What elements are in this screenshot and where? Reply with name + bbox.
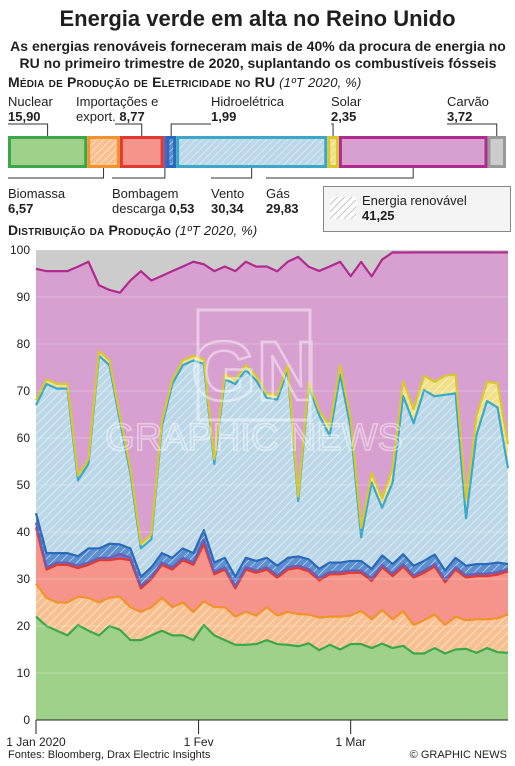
y-tick-label: 10	[17, 666, 31, 680]
label-coal: Carvão 3,72	[447, 94, 489, 124]
label-nuclear: Nuclear 15,90	[8, 94, 53, 124]
section-mix-title: Média de Produção de Eletricidade no RU	[8, 74, 276, 90]
label-biomass: Biomassa 6,57	[8, 186, 66, 216]
svg-text:GRAPHIC NEWS: GRAPHIC NEWS	[105, 417, 403, 459]
mix-segment-bombagem-descarga	[163, 136, 168, 168]
label-hydro: Hidroelétrica 1,99	[211, 94, 284, 124]
mix-segment-vento	[176, 136, 328, 168]
y-tick-label: 20	[17, 619, 31, 633]
y-tick-label: 50	[17, 478, 31, 492]
source-note: Fontes: Bloomberg, Drax Electric Insight…	[8, 749, 211, 761]
mix-segment-gas	[338, 136, 488, 168]
x-tick-label: 1 Jan 2020	[6, 735, 66, 748]
production-chart: 0 10 20 30 40 50 60 70 80 90 100 1 Jan 2020 1 Fev 1 M…	[6, 243, 510, 748]
leader-bombagem-descarga	[112, 168, 166, 179]
y-tick-label: 30	[17, 572, 31, 586]
leader-importacoes-e-export	[115, 123, 143, 136]
leader-nuclear	[8, 123, 49, 136]
label-solar: Solar 2,35	[331, 94, 362, 124]
section-dist-heading: Distribuição da Produção (1ºT 2020, %)	[8, 222, 257, 238]
leader-gas	[266, 168, 414, 179]
leader-vento	[211, 168, 253, 179]
leader-carvao	[447, 123, 498, 136]
mix-segment-solar	[327, 136, 339, 168]
line-nuclear	[35, 615, 509, 655]
leader-solar	[331, 123, 334, 136]
section-mix-heading: Média de Produção de Eletricidade no RU …	[8, 74, 362, 90]
y-tick-label: 90	[17, 290, 31, 304]
x-tick-label: 1 Fev	[184, 735, 214, 748]
chart-subtitle: As energias renováveis forneceram mais d…	[10, 38, 506, 71]
y-tick-label: 100	[10, 243, 30, 257]
area-carvao	[36, 250, 508, 293]
area-biomassa	[36, 583, 508, 654]
label-imports: Importações e export. 8,77	[76, 94, 159, 124]
section-dist-period: (1ºT 2020, %)	[174, 223, 258, 238]
mix-bar	[8, 136, 506, 168]
y-tick-label: 40	[17, 525, 31, 539]
y-tick-label: 60	[17, 431, 31, 445]
mix-segment-nuclear	[8, 136, 88, 168]
label-wind: Vento 30,34	[211, 186, 245, 216]
leader-biomassa	[8, 168, 105, 179]
svg-text:GN: GN	[191, 324, 317, 418]
renewable-hatch-icon	[330, 197, 356, 219]
mix-segment-biomassa	[87, 136, 120, 168]
line-hidroeletrica	[34, 512, 509, 578]
label-gas: Gás 29,83	[266, 186, 299, 216]
area-nuclear	[36, 616, 508, 720]
y-tick-label: 80	[17, 337, 31, 351]
y-tick-label: 70	[17, 384, 31, 398]
mix-segment-importacoes-e-export	[119, 136, 164, 168]
line-gas	[35, 251, 509, 294]
y-tick-label: 0	[23, 713, 30, 727]
renewable-legend: Energia renovável 41,25	[323, 186, 511, 232]
line-solar	[35, 349, 510, 545]
label-pumped: Bombagem descarga 0,53	[112, 186, 195, 216]
credit: © GRAPHIC NEWS	[409, 749, 507, 761]
section-dist-title: Distribuição da Produção	[8, 222, 172, 238]
chart-title: Energia verde em alta no Reino Unido	[59, 6, 456, 31]
line-importacoes-e-export	[34, 527, 509, 590]
area-gas	[36, 252, 508, 544]
mix-segment-carvao	[487, 136, 506, 168]
mix-segment-hidroeletrica	[166, 136, 177, 168]
mix-leader-lines	[8, 123, 498, 179]
leader-hidroeletrica	[170, 123, 211, 136]
area-hidroeletrica	[36, 513, 508, 587]
line-bombagem-descarga	[34, 522, 509, 588]
line-biomassa	[35, 583, 509, 627]
renewable-legend-text: Energia renovável 41,25	[362, 193, 467, 223]
x-tick-label: 1 Mar	[335, 735, 366, 748]
area-importacoes-e-export	[36, 527, 508, 626]
section-mix-period: (1ºT 2020, %)	[279, 75, 362, 90]
